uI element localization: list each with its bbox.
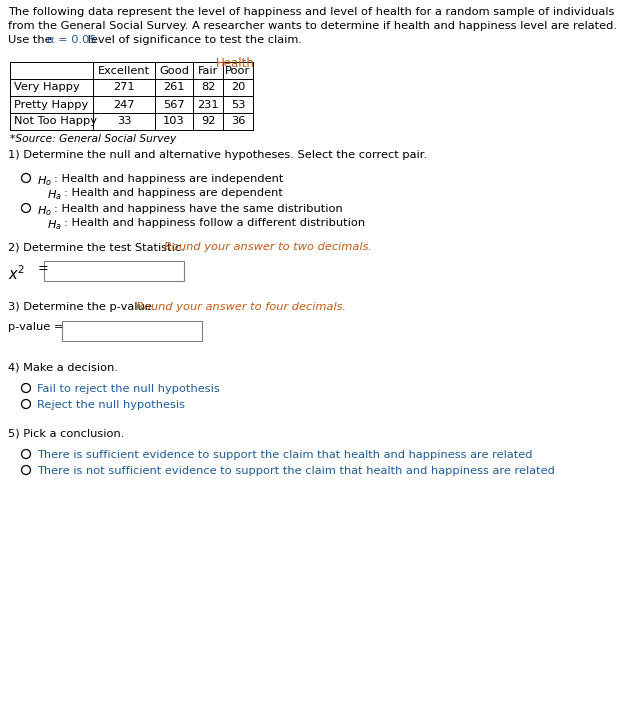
- Text: 36: 36: [231, 117, 245, 127]
- Text: Fair: Fair: [198, 65, 218, 75]
- Text: 2) Determine the test Statistic.: 2) Determine the test Statistic.: [8, 242, 188, 252]
- Text: : Health and happiness are dependent: : Health and happiness are dependent: [64, 188, 283, 198]
- Text: 261: 261: [163, 82, 185, 93]
- Text: 82: 82: [201, 82, 215, 93]
- Text: level of significance to test the claim.: level of significance to test the claim.: [84, 35, 302, 45]
- Text: *Source: General Social Survey: *Source: General Social Survey: [10, 134, 176, 144]
- Text: p-value =: p-value =: [8, 322, 63, 332]
- Text: 103: 103: [163, 117, 185, 127]
- Text: Very Happy: Very Happy: [14, 82, 80, 93]
- Text: Round your answer to two decimals.: Round your answer to two decimals.: [164, 242, 372, 252]
- Text: 5) Pick a conclusion.: 5) Pick a conclusion.: [8, 428, 124, 438]
- Text: $H_o$: $H_o$: [37, 204, 52, 218]
- Text: 3) Determine the p-value.: 3) Determine the p-value.: [8, 302, 159, 312]
- Text: : Health and happiness follow a different distribution: : Health and happiness follow a differen…: [64, 218, 365, 228]
- Text: 271: 271: [113, 82, 135, 93]
- Text: Reject the null hypothesis: Reject the null hypothesis: [37, 400, 185, 410]
- Text: from the General Social Survey. A researcher wants to determine if health and ha: from the General Social Survey. A resear…: [8, 21, 617, 31]
- Text: Not Too Happy: Not Too Happy: [14, 117, 97, 127]
- Text: There is not sufficient evidence to support the claim that health and happiness : There is not sufficient evidence to supp…: [37, 466, 555, 476]
- Text: Use the: Use the: [8, 35, 55, 45]
- Text: Round your answer to four decimals.: Round your answer to four decimals.: [136, 302, 346, 312]
- Text: 4) Make a decision.: 4) Make a decision.: [8, 362, 118, 372]
- Text: 231: 231: [197, 100, 219, 110]
- Text: =: =: [34, 262, 49, 275]
- FancyBboxPatch shape: [62, 321, 202, 341]
- Text: 567: 567: [163, 100, 185, 110]
- Text: $x^2$: $x^2$: [8, 264, 25, 283]
- Text: $H_a$: $H_a$: [47, 188, 62, 202]
- Text: Health: Health: [216, 57, 255, 70]
- Text: Excellent: Excellent: [98, 65, 150, 75]
- Text: Good: Good: [159, 65, 189, 75]
- Text: Fail to reject the null hypothesis: Fail to reject the null hypothesis: [37, 384, 220, 394]
- Text: 20: 20: [231, 82, 245, 93]
- Text: : Health and happiness are independent: : Health and happiness are independent: [54, 174, 284, 184]
- Text: $H_o$: $H_o$: [37, 174, 52, 188]
- Text: 247: 247: [113, 100, 135, 110]
- Text: 33: 33: [116, 117, 131, 127]
- Text: : Health and happiness have the same distribution: : Health and happiness have the same dis…: [54, 204, 343, 214]
- Text: α = 0.05: α = 0.05: [47, 35, 97, 45]
- Text: The following data represent the level of happiness and level of health for a ra: The following data represent the level o…: [8, 7, 614, 17]
- Text: There is sufficient evidence to support the claim that health and happiness are : There is sufficient evidence to support …: [37, 450, 532, 460]
- Text: $H_a$: $H_a$: [47, 218, 62, 232]
- Text: Pretty Happy: Pretty Happy: [14, 100, 88, 110]
- Text: Poor: Poor: [225, 65, 251, 75]
- Text: 53: 53: [231, 100, 245, 110]
- Text: 1) Determine the null and alternative hypotheses. Select the correct pair.: 1) Determine the null and alternative hy…: [8, 150, 427, 160]
- Text: 92: 92: [201, 117, 215, 127]
- FancyBboxPatch shape: [44, 261, 184, 281]
